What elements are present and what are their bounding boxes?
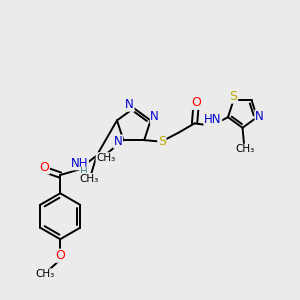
- Text: S: S: [158, 135, 166, 148]
- Text: CH₃: CH₃: [80, 174, 99, 184]
- Text: S: S: [230, 90, 238, 103]
- Text: H: H: [80, 167, 88, 177]
- Text: N: N: [125, 98, 134, 111]
- Text: NH: NH: [71, 157, 88, 170]
- Text: O: O: [39, 161, 49, 174]
- Text: CH₃: CH₃: [96, 153, 116, 163]
- Text: HN: HN: [204, 113, 221, 126]
- Text: O: O: [55, 249, 65, 262]
- Text: O: O: [191, 96, 201, 109]
- Text: N: N: [150, 110, 159, 123]
- Text: N: N: [255, 110, 264, 123]
- Text: H: H: [99, 153, 107, 163]
- Text: N: N: [114, 135, 122, 148]
- Text: CH₃: CH₃: [35, 269, 55, 279]
- Text: CH₃: CH₃: [236, 144, 255, 154]
